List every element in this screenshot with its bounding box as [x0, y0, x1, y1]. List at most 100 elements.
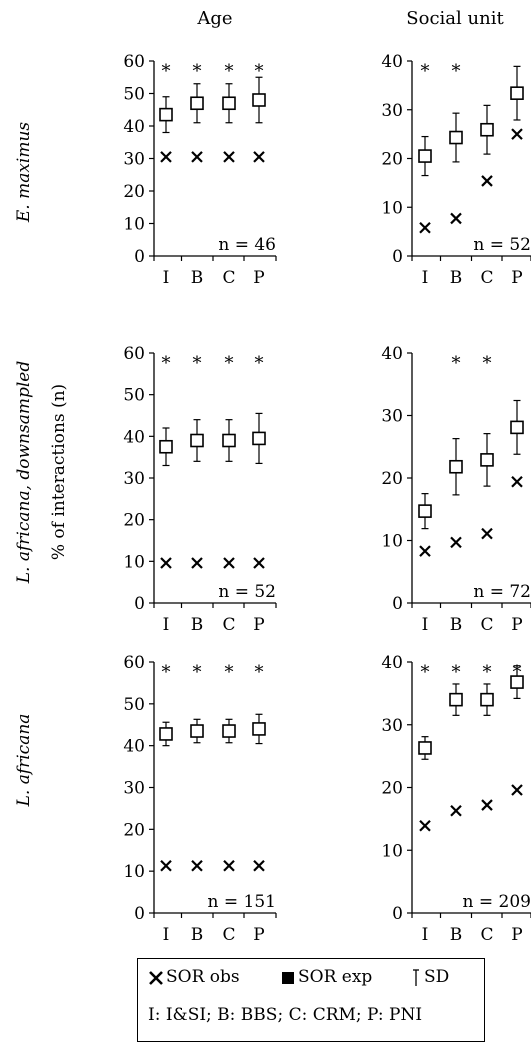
y-tick-label: 40: [381, 52, 403, 72]
obs-point: [191, 151, 203, 163]
y-tick-label: 10: [123, 862, 145, 882]
obs-point: [419, 819, 431, 832]
exp-point: [510, 86, 524, 100]
x-tick-label: C: [222, 615, 235, 635]
obs-point: [160, 859, 172, 872]
obs-point: [511, 128, 523, 140]
row-label-l-africana-downsampled: L. africana, downsampled: [14, 361, 34, 585]
y-tick-label: 60: [123, 344, 145, 364]
legend-sd-label: SD: [424, 967, 450, 987]
obs-point: [160, 557, 172, 569]
y-tick-label: 40: [123, 737, 145, 757]
y-tick-label: 0: [134, 247, 145, 267]
row-label-e-maximus: E. maximus: [14, 122, 34, 224]
y-tick-label: 30: [381, 407, 403, 427]
x-tick-label: P: [253, 925, 264, 945]
x-tick-label: I: [163, 268, 170, 288]
exp-point: [418, 149, 432, 163]
y-tick-label: 30: [381, 101, 403, 121]
exp-point: [510, 420, 524, 435]
exp-point: [480, 122, 494, 137]
exp-point: [480, 692, 494, 707]
panel-3: 0 10 20 30 40 I B C P * * n = 72: [381, 344, 531, 635]
obs-point: [419, 221, 431, 234]
x-tick-label: P: [511, 615, 522, 635]
y-tick-label: 0: [392, 594, 403, 614]
obs-point: [160, 151, 172, 163]
legend-exp-label: SOR exp: [298, 967, 373, 987]
exp-point: [222, 433, 236, 448]
y-tick-label: 10: [381, 841, 403, 861]
x-tick-label: B: [191, 615, 204, 635]
y-tick-label: 30: [123, 469, 145, 489]
y-tick-label: 10: [381, 532, 403, 552]
significance-star: *: [255, 662, 264, 683]
significance-star: *: [421, 61, 430, 82]
legend-obs-label: SOR obs: [166, 967, 240, 987]
exp-point: [252, 431, 266, 446]
column-title-age: Age: [196, 8, 232, 29]
significance-star: *: [421, 662, 430, 683]
exp-point: [418, 741, 432, 755]
y-tick-label: 40: [381, 344, 403, 364]
y-tick-label: 40: [123, 117, 145, 137]
sample-size-label: n = 209: [463, 892, 531, 912]
exp-point: [449, 692, 463, 707]
exp-point: [510, 675, 524, 689]
y-tick-label: 10: [123, 215, 145, 235]
y-tick-label: 0: [392, 247, 403, 267]
exp-point: [480, 453, 494, 467]
y-tick-label: 50: [123, 695, 145, 715]
obs-point: [511, 784, 523, 796]
x-tick-label: P: [511, 925, 522, 945]
obs-point: [253, 151, 265, 163]
panel-1: 0 10 20 30 40 I B C P * * n = 52: [381, 52, 531, 288]
legend-item-exp: SOR exp: [280, 967, 372, 987]
obs-point: [481, 527, 493, 540]
sample-size-label: n = 52: [473, 235, 531, 255]
significance-star: *: [193, 353, 202, 374]
significance-star: *: [225, 61, 234, 82]
legend-item-obs: SOR obs: [148, 967, 240, 987]
x-tick-label: P: [253, 268, 264, 288]
y-axis-label: % of interactions (n): [49, 384, 69, 560]
obs-point: [481, 799, 493, 811]
y-tick-label: 0: [134, 594, 145, 614]
panel-2: 0 10 20 30 40 50 60 I B C P * * * * n = 52: [123, 344, 277, 635]
y-tick-label: 10: [381, 198, 403, 218]
x-tick-label: B: [191, 925, 204, 945]
legend-key: I: I&SI; B: BBS; C: CRM; P: PNI: [148, 1005, 423, 1025]
y-tick-label: 20: [381, 469, 403, 489]
exp-point: [190, 433, 204, 448]
obs-point: [223, 859, 235, 872]
sample-size-label: n = 151: [208, 892, 276, 912]
sample-size-label: n = 46: [218, 235, 276, 255]
legend-item-sd: SD: [410, 967, 449, 987]
filled-square-icon: [282, 971, 294, 984]
obs-point: [511, 475, 523, 488]
exp-point: [252, 722, 266, 736]
panel-5: 0 10 20 30 40 I B C P * * * * n = 209: [381, 653, 531, 945]
exp-point: [418, 504, 432, 518]
obs-point: [481, 175, 493, 187]
y-tick-label: 20: [123, 182, 145, 202]
obs-point: [223, 557, 235, 569]
x-tick-label: I: [163, 615, 170, 635]
panel-4: 0 10 20 30 40 50 60 I B C P * * * * n = 151: [123, 653, 277, 945]
y-tick-label: 40: [123, 427, 145, 447]
sample-size-label: n = 72: [473, 582, 531, 602]
y-tick-label: 60: [123, 653, 145, 673]
y-tick-label: 50: [123, 386, 145, 406]
significance-star: *: [225, 353, 234, 374]
y-tick-label: 0: [134, 904, 145, 924]
significance-star: *: [255, 61, 264, 82]
column-title-social-unit: Social unit: [406, 8, 504, 29]
y-tick-label: 10: [123, 552, 145, 572]
x-marker-icon: [149, 970, 163, 985]
x-tick-label: I: [422, 615, 429, 635]
significance-star: *: [483, 353, 492, 374]
x-tick-label: C: [480, 615, 493, 635]
x-tick-label: C: [480, 925, 493, 945]
